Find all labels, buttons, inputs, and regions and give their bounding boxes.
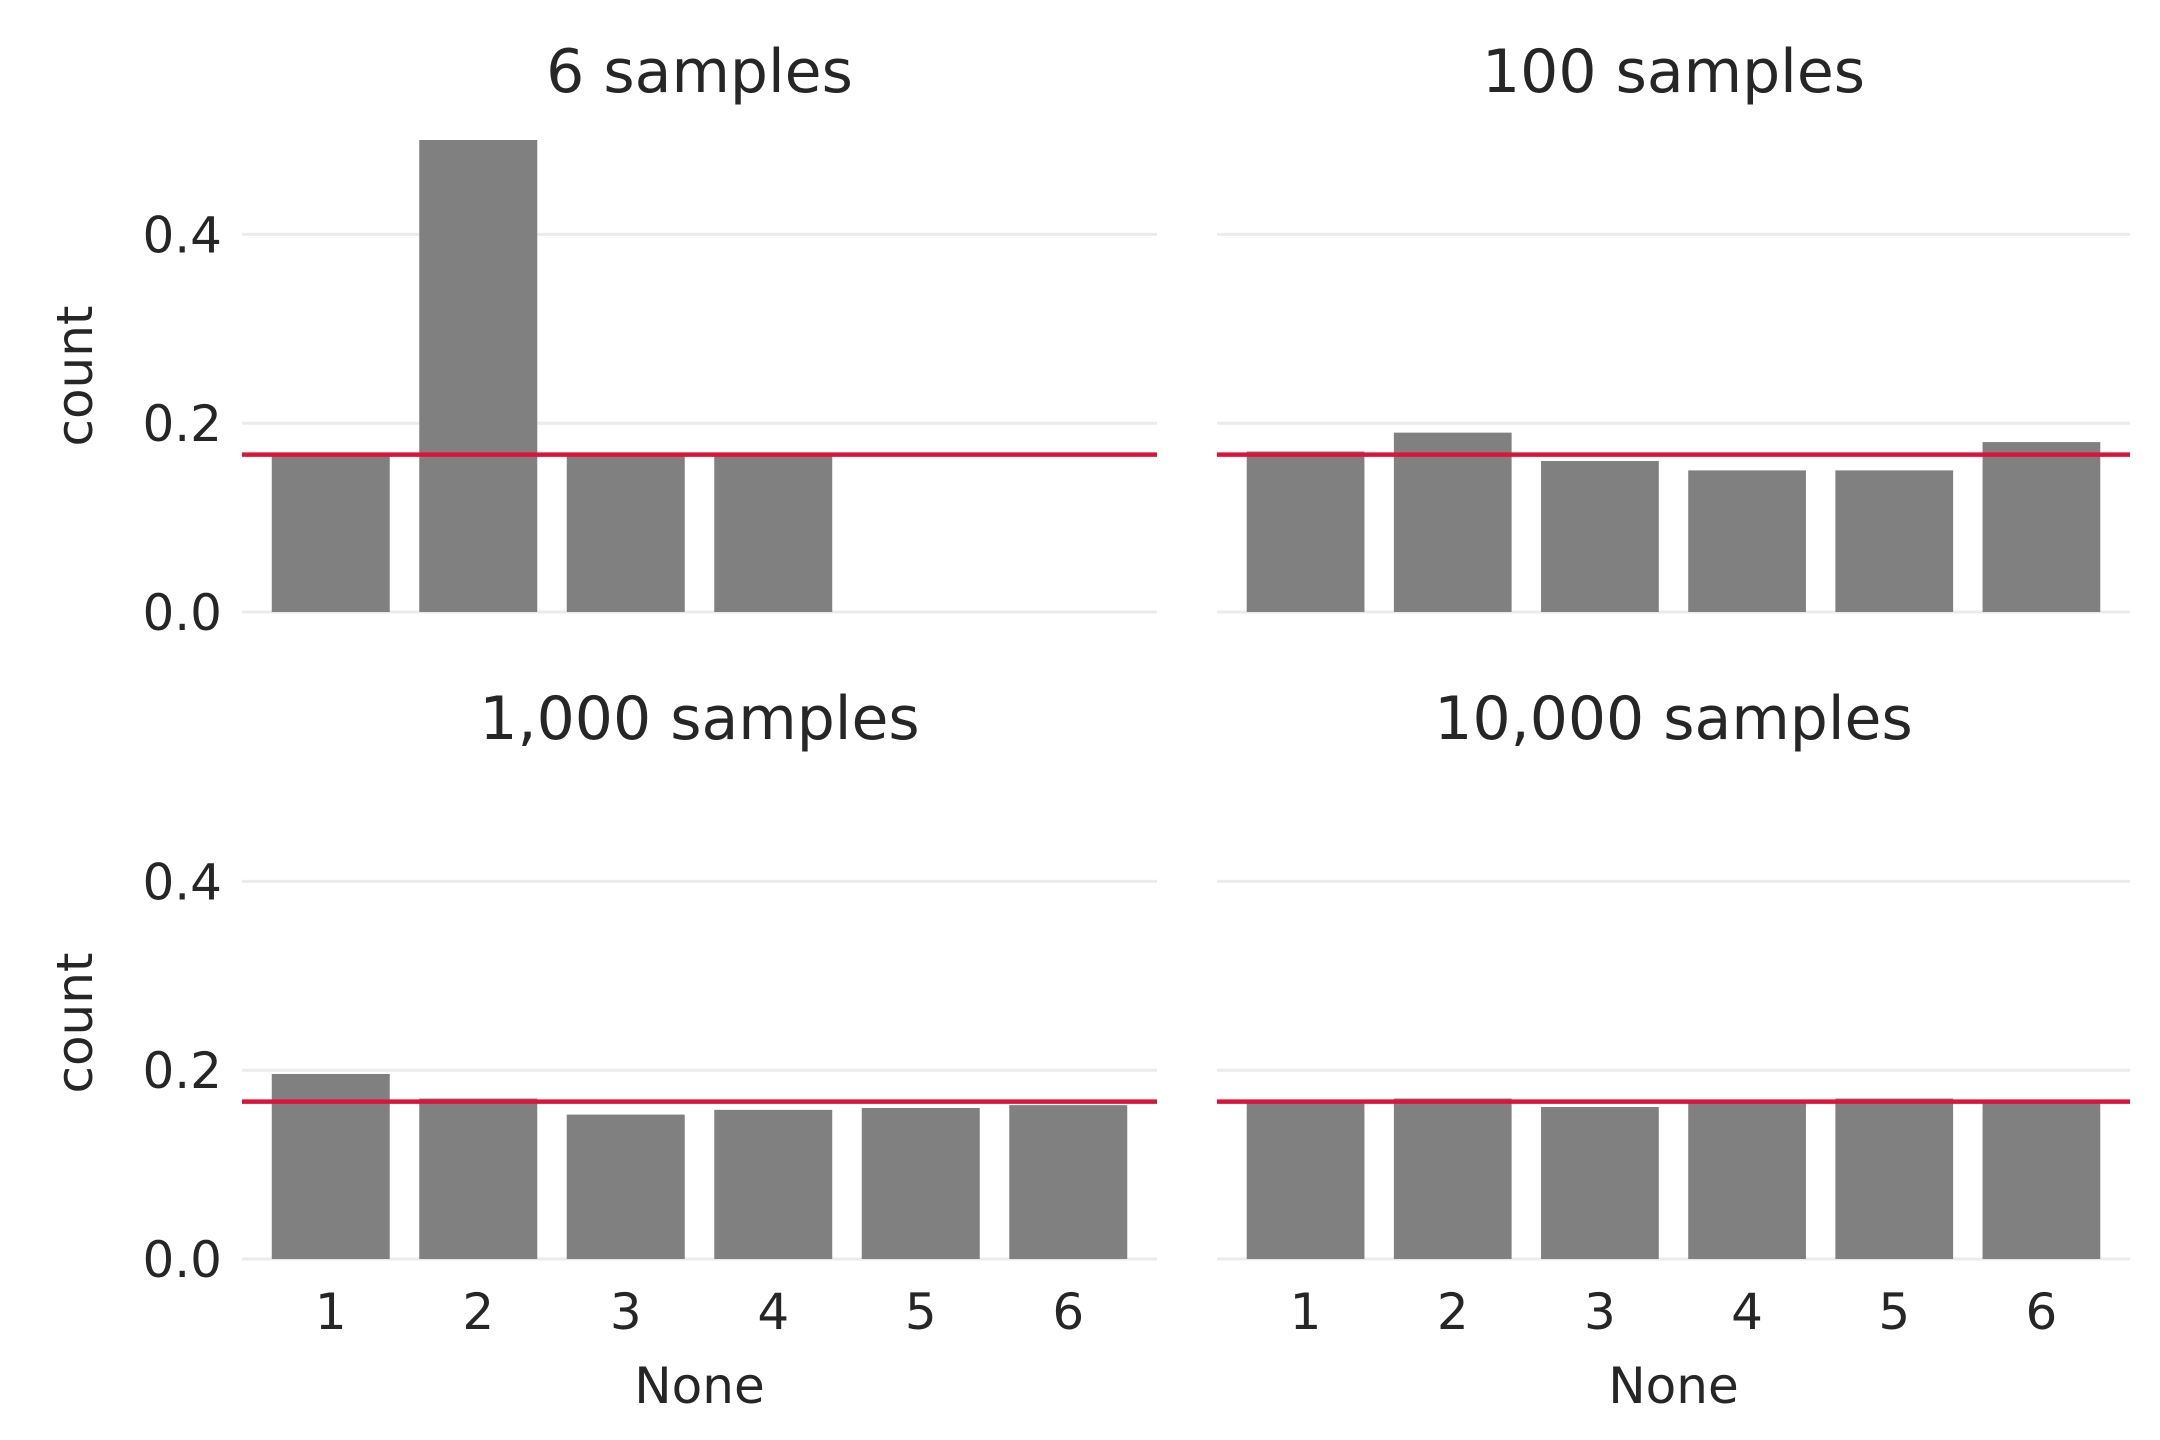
- panel-title: 100 samples: [1482, 37, 1865, 107]
- panel-4: 10,000 samples 1 2 3 4 5 6 None: [1217, 684, 2130, 1415]
- panel-2: 100 samples: [1217, 37, 2130, 614]
- bar: [419, 1098, 538, 1259]
- panel-1: 6 samples 0.0 0.2 0.4 count: [46, 37, 1157, 642]
- bar: [1246, 451, 1365, 612]
- bar: [714, 454, 833, 612]
- bar: [714, 1109, 833, 1259]
- y-tick-label: 0.4: [142, 853, 222, 911]
- bar: [566, 1114, 685, 1259]
- y-tick-label: 0.2: [142, 395, 222, 453]
- bar: [1009, 1105, 1128, 1259]
- y-axis-label: count: [46, 952, 104, 1093]
- x-tick-label: 6: [1052, 1283, 1084, 1341]
- panel-3: 1,000 samples 0.0 0.2 0.4 count 1 2 3 4 5 6 None: [46, 684, 1157, 1415]
- bar: [1393, 432, 1512, 612]
- bar: [271, 454, 390, 612]
- x-tick-label: 2: [1437, 1283, 1469, 1341]
- bar: [1688, 470, 1806, 612]
- x-tick-label: 4: [757, 1283, 789, 1341]
- panel-title: 10,000 samples: [1434, 684, 1912, 754]
- panel-title: 1,000 samples: [479, 684, 919, 754]
- y-tick-label: 0.4: [142, 206, 222, 264]
- bar: [861, 1107, 980, 1259]
- x-axis-label: None: [634, 1357, 764, 1415]
- bar: [1688, 1101, 1806, 1259]
- bar: [566, 454, 685, 612]
- y-tick-label: 0.0: [142, 1231, 222, 1289]
- panel-title: 6 samples: [546, 37, 853, 107]
- x-tick-label: 5: [1878, 1283, 1910, 1341]
- bar: [1982, 442, 2101, 612]
- x-tick-label: 5: [905, 1283, 937, 1341]
- x-tick-label: 3: [610, 1283, 642, 1341]
- bar: [1982, 1101, 2101, 1259]
- x-tick-label: 3: [1584, 1283, 1616, 1341]
- bar: [271, 1073, 390, 1259]
- x-tick-label: 2: [462, 1283, 494, 1341]
- y-tick-label: 0.2: [142, 1042, 222, 1100]
- bar: [1835, 1098, 1954, 1259]
- bar: [1541, 1107, 1659, 1259]
- bar: [1246, 1103, 1365, 1259]
- x-axis-label: None: [1608, 1357, 1738, 1415]
- x-tick-label: 4: [1731, 1283, 1763, 1341]
- bar: [1541, 460, 1659, 612]
- x-tick-label: 6: [2026, 1283, 2058, 1341]
- bar: [1393, 1098, 1512, 1259]
- x-tick-label: 1: [1290, 1283, 1322, 1341]
- x-tick-label: 1: [315, 1283, 347, 1341]
- bar: [419, 140, 538, 612]
- y-tick-label: 0.0: [142, 584, 222, 642]
- bar: [1835, 470, 1954, 612]
- y-axis-label: count: [46, 305, 104, 446]
